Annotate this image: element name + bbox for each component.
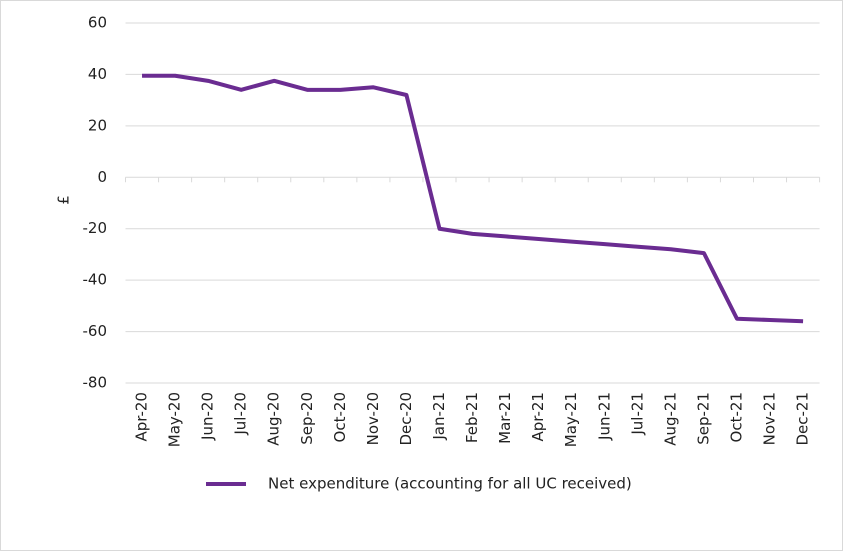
- x-tick-label: Feb-21: [463, 392, 481, 443]
- x-tick-label: Mar-21: [496, 392, 514, 444]
- x-tick-label: Aug-21: [661, 392, 679, 446]
- x-tick-label: Jun-21: [595, 392, 613, 441]
- x-tick-label: Jan-21: [430, 392, 448, 441]
- x-tick-label: Jul-20: [232, 392, 250, 436]
- x-tick-label: Apr-20: [133, 392, 151, 442]
- x-tick-label: Nov-21: [761, 392, 779, 445]
- y-axis-label: £: [55, 195, 73, 205]
- x-tick-label: Nov-20: [364, 392, 382, 445]
- x-tick-label: Jun-20: [199, 392, 217, 441]
- x-tick-label: Aug-20: [265, 392, 283, 446]
- x-tick-label: Dec-21: [794, 392, 812, 446]
- y-tick-label: -20: [83, 219, 108, 237]
- x-tick-label: Sep-20: [298, 392, 316, 445]
- data-line: [142, 73, 804, 324]
- x-tick-label: Oct-20: [331, 392, 349, 442]
- x-tick-label: Dec-20: [397, 392, 415, 446]
- y-tick-label: -40: [83, 271, 108, 289]
- x-tick-label: Jul-21: [628, 392, 646, 436]
- legend-label: Net expenditure (accounting for all UC r…: [268, 475, 632, 493]
- y-tick-label: 40: [88, 65, 107, 83]
- y-tick-label: 0: [97, 168, 107, 186]
- y-tick-label: 60: [88, 14, 107, 32]
- x-tick-label: Oct-21: [727, 392, 745, 442]
- y-tick-label: -60: [83, 322, 108, 340]
- x-tick-label: Sep-21: [694, 392, 712, 445]
- y-tick-label: 20: [88, 116, 107, 134]
- x-tick-label: May-21: [562, 392, 580, 447]
- x-tick-label: May-20: [166, 392, 184, 447]
- y-tick-label: -80: [83, 374, 108, 392]
- x-tick-label: Apr-21: [529, 392, 547, 442]
